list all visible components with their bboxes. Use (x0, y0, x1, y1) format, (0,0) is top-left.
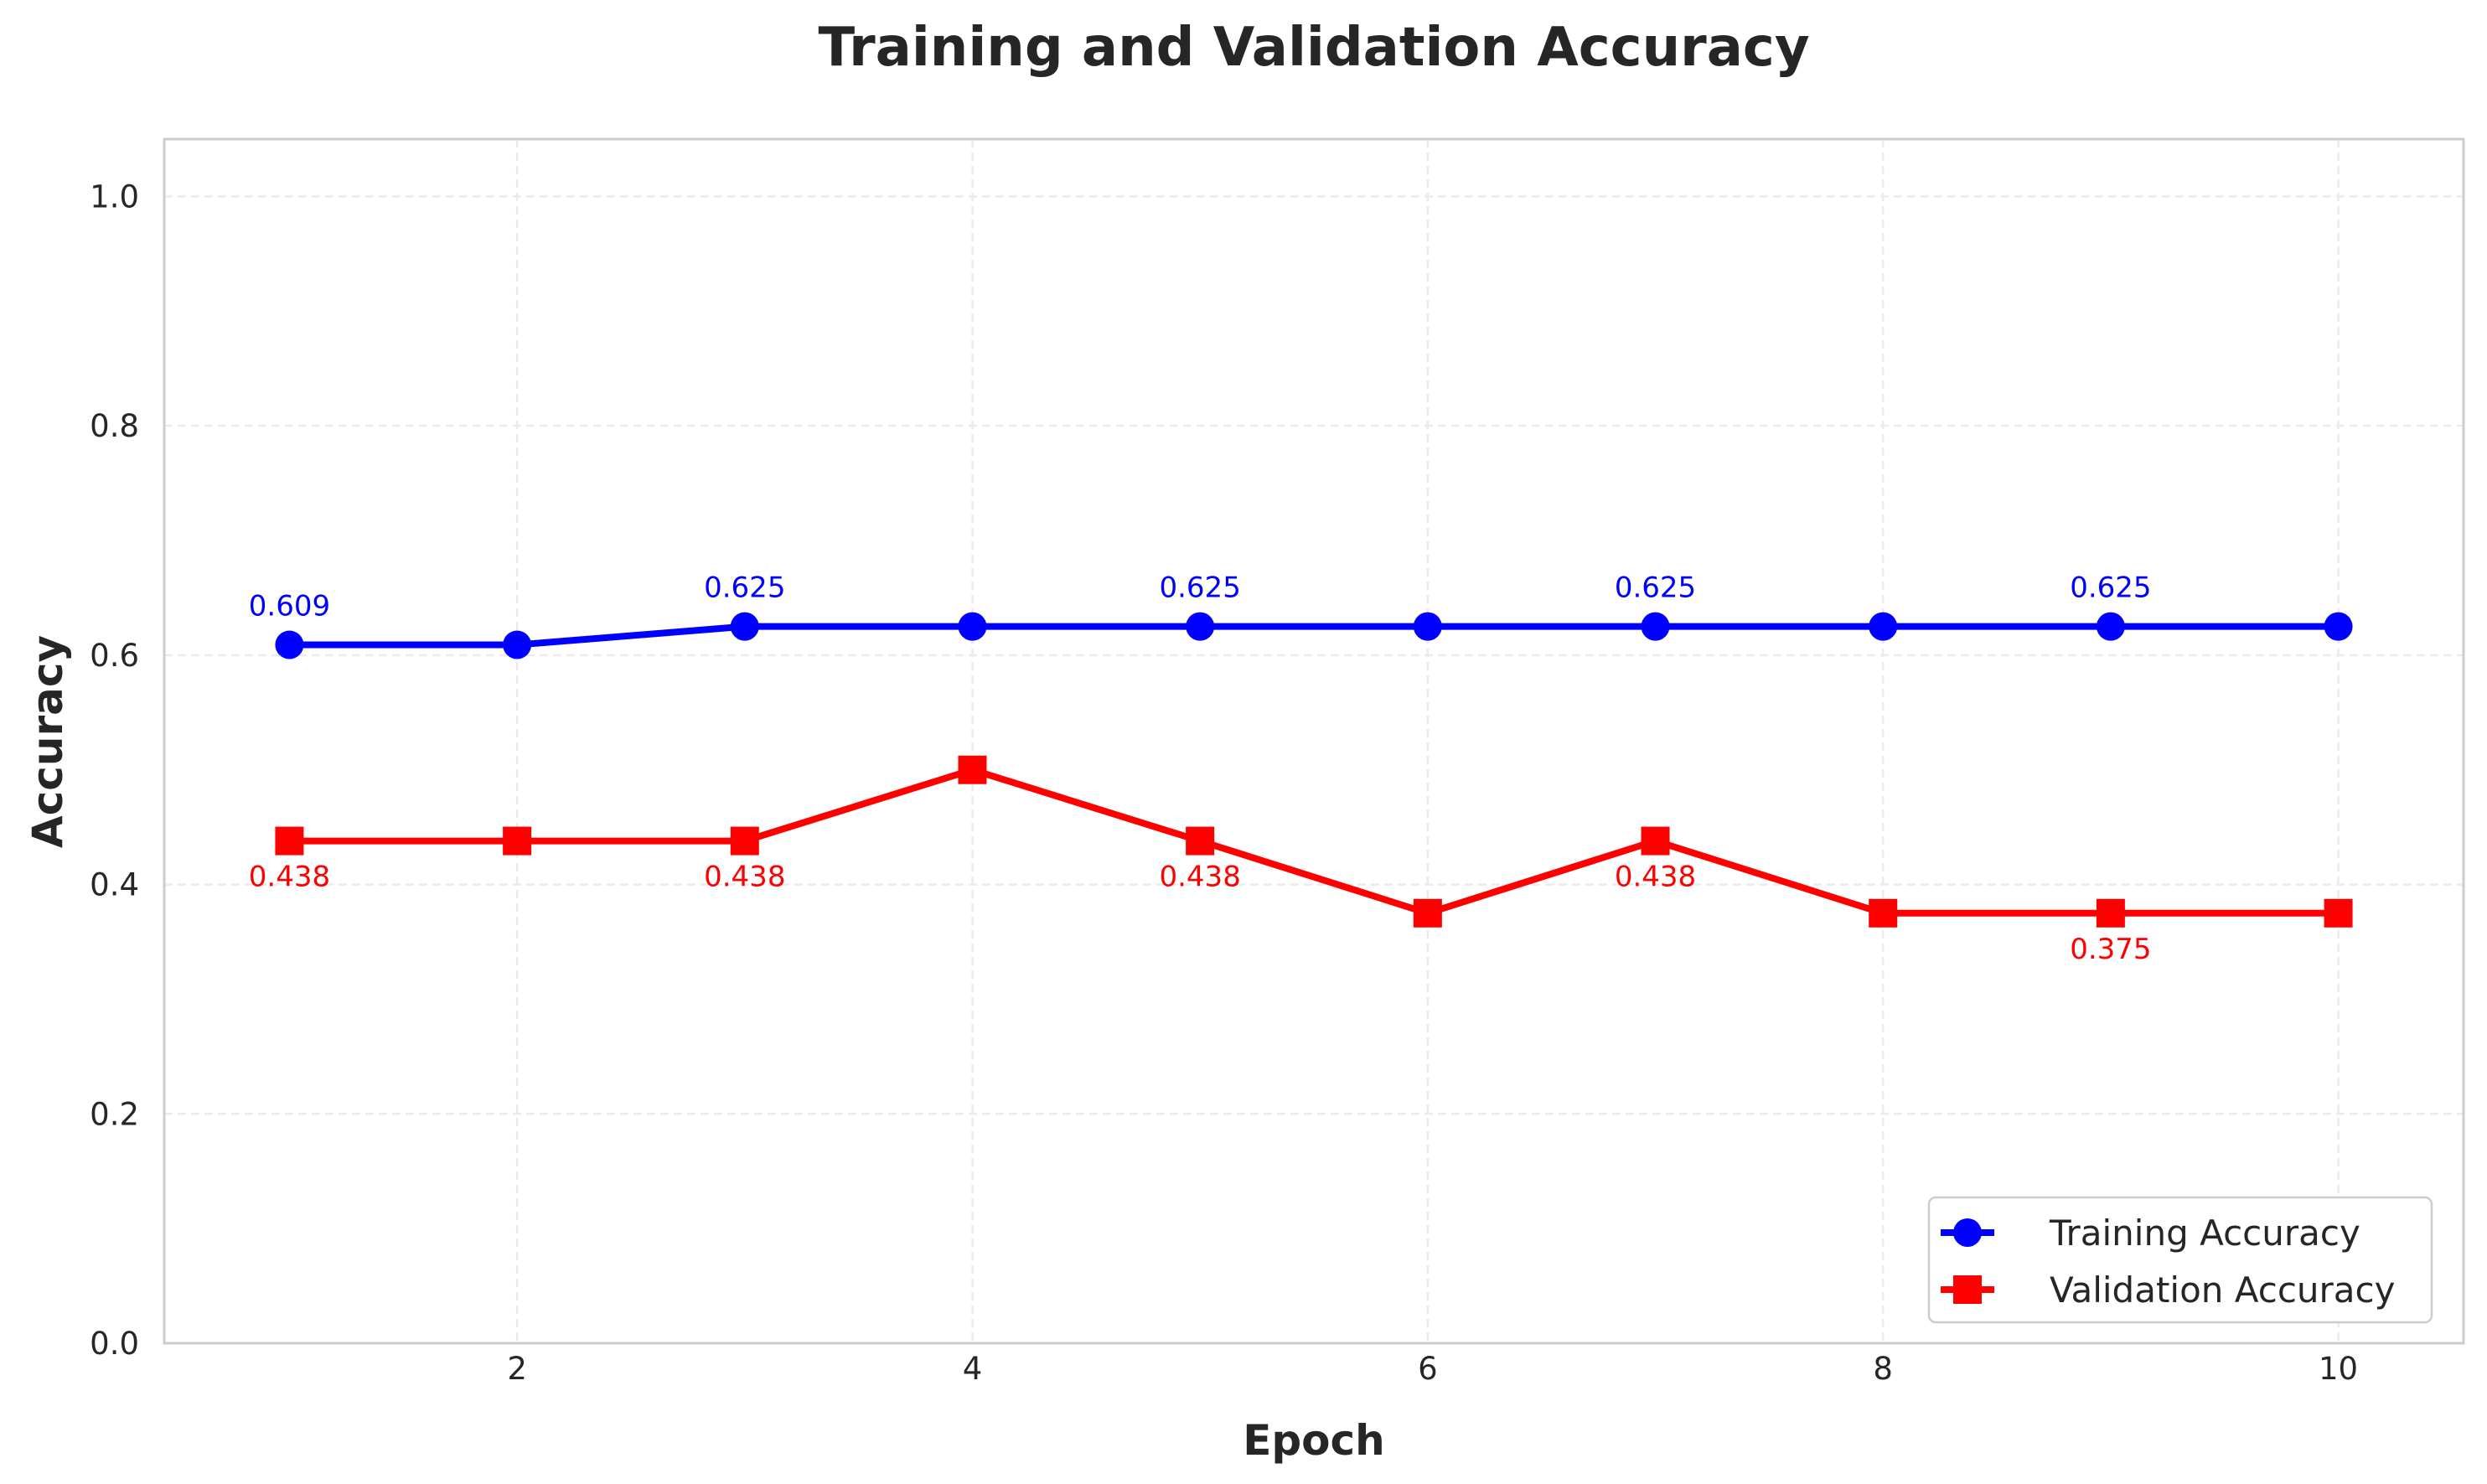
data-point (1641, 612, 1670, 641)
legend-label: Training Accuracy (2049, 1213, 2360, 1254)
legend-entry: Training Accuracy (1941, 1213, 2360, 1254)
data-point (503, 630, 532, 659)
data-point (2096, 612, 2125, 641)
data-point (1869, 898, 1898, 928)
data-label: 0.438 (1615, 861, 1696, 894)
legend-label: Validation Accuracy (2050, 1269, 2396, 1311)
data-point (275, 826, 304, 856)
data-point (2324, 612, 2353, 641)
plot-frame (163, 137, 2465, 1345)
data-label: 0.609 (249, 590, 330, 623)
data-point (1869, 612, 1898, 641)
legend-marker (1953, 1275, 1982, 1304)
data-point (275, 630, 304, 659)
legend: Training Accuracy Validation Accuracy (1927, 1196, 2433, 1324)
y-tick-label: 0.4 (90, 867, 139, 903)
y-axis-label: Accuracy (23, 635, 72, 848)
series-line (289, 623, 2339, 649)
chart-title: Training and Validation Accuracy (818, 17, 1809, 79)
x-axis-label: Epoch (1243, 1416, 1385, 1465)
series-layer (275, 612, 2353, 928)
data-label: 0.625 (704, 571, 785, 605)
data-point (1413, 898, 1442, 928)
y-tick-label: 0.8 (90, 408, 139, 444)
data-point (1186, 612, 1215, 641)
data-point (1186, 826, 1215, 856)
legend-box (1927, 1196, 2433, 1324)
data-point (503, 826, 532, 856)
data-point (730, 826, 759, 856)
legend-entry: Validation Accuracy (1941, 1269, 2396, 1311)
data-label: 0.375 (2070, 933, 2151, 966)
x-tick-label: 10 (2319, 1351, 2358, 1387)
data-labels: 0.609 0.625 0.625 0.625 0.625 0.438 0.438 0.438… (249, 571, 2152, 966)
series-line (289, 766, 2339, 917)
data-label: 0.438 (704, 861, 785, 894)
data-label: 0.625 (2070, 571, 2151, 605)
y-tick-label: 1.0 (90, 178, 139, 215)
series-training (275, 612, 2353, 659)
grid-lines (164, 139, 2464, 1345)
y-tick-label: 0.0 (90, 1326, 139, 1362)
data-point (958, 612, 987, 641)
tick-labels: 2 4 6 8 10 0.0 0.2 0.4 0.6 0.8 1.0 (90, 178, 2358, 1387)
data-label: 0.438 (1159, 861, 1240, 894)
data-point (1413, 612, 1442, 641)
data-point (958, 755, 987, 784)
x-tick-label: 6 (1418, 1351, 1438, 1387)
data-label: 0.438 (249, 861, 330, 894)
data-point (2324, 898, 2353, 928)
data-label: 0.625 (1615, 571, 1696, 605)
legend-marker (1953, 1218, 1982, 1247)
data-point (1641, 826, 1670, 856)
y-tick-label: 0.6 (90, 638, 139, 674)
y-tick-label: 0.2 (90, 1096, 139, 1132)
x-tick-label: 4 (963, 1351, 983, 1387)
series-validation (275, 755, 2353, 928)
x-tick-label: 2 (507, 1351, 527, 1387)
data-label: 0.625 (1159, 571, 1240, 605)
data-point (730, 612, 759, 641)
data-point (2096, 898, 2125, 928)
x-tick-label: 8 (1873, 1351, 1893, 1387)
